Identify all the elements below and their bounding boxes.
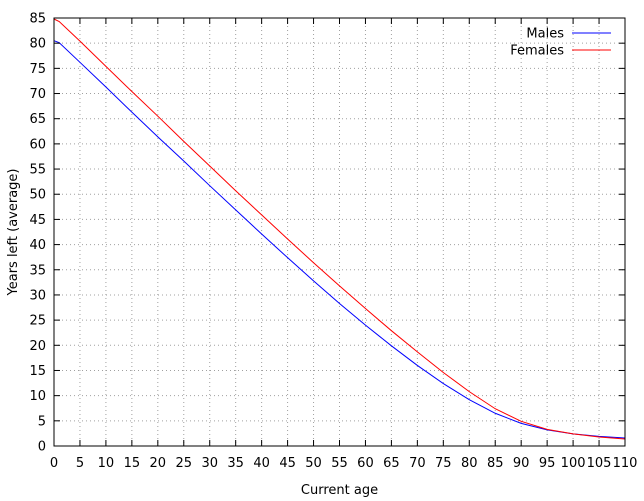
x-tick-label: 80	[461, 456, 478, 471]
y-tick-label: 60	[29, 137, 46, 152]
y-tick-label: 45	[29, 213, 46, 228]
x-tick-label: 95	[539, 456, 556, 471]
legend-label-males: Males	[526, 27, 564, 42]
x-tick-label: 90	[513, 456, 530, 471]
y-tick-label: 25	[29, 314, 46, 329]
x-tick-label: 105	[587, 456, 612, 471]
series-lines	[53, 18, 626, 440]
x-tick-label: 70	[409, 456, 426, 471]
y-tick-label: 85	[29, 12, 46, 27]
y-tick-label: 0	[38, 440, 46, 455]
grid	[54, 18, 625, 446]
y-axis-label: Years left (average)	[6, 169, 21, 297]
x-tick-label: 25	[175, 456, 192, 471]
x-tick-label: 40	[253, 456, 270, 471]
x-tick-label: 65	[383, 456, 400, 471]
y-tick-label: 75	[29, 62, 46, 77]
y-tick-label: 50	[29, 188, 46, 203]
x-tick-label: 5	[76, 456, 84, 471]
x-tick-label: 35	[227, 456, 244, 471]
x-tick-label: 110	[613, 456, 638, 471]
x-tick-label: 60	[357, 456, 374, 471]
legend-label-females: Females	[510, 44, 564, 59]
x-tick-label: 100	[561, 456, 586, 471]
series-line-males	[53, 40, 626, 439]
y-tick-label: 15	[29, 364, 46, 379]
x-tick-label: 45	[279, 456, 296, 471]
y-tick-label: 30	[29, 288, 46, 303]
y-tick-label: 55	[29, 163, 46, 178]
legend: Males Females	[510, 27, 611, 59]
y-tick-label: 35	[29, 263, 46, 278]
x-tick-label: 15	[124, 456, 141, 471]
y-tick-label: 40	[29, 238, 46, 253]
x-tick-label: 75	[435, 456, 452, 471]
y-tick-label: 80	[29, 37, 46, 52]
x-tick-label: 0	[50, 456, 58, 471]
y-tick-label: 10	[29, 389, 46, 404]
x-tick-label: 20	[150, 456, 167, 471]
x-tick-label: 85	[487, 456, 504, 471]
y-tick-label: 5	[38, 414, 46, 429]
x-tick-label: 55	[331, 456, 348, 471]
x-tick-label: 10	[98, 456, 115, 471]
y-tick-label: 20	[29, 339, 46, 354]
series-line-females	[53, 18, 626, 440]
x-tick-label: 50	[305, 456, 322, 471]
x-axis-label: Current age	[301, 483, 378, 498]
y-tick-label: 65	[29, 112, 46, 127]
axis-ticks: 0 5 10 15 20 25 30 35 40 45 50 55 60 65 70 75 80 85 90 95 10…	[29, 12, 637, 472]
x-tick-label: 30	[201, 456, 218, 471]
y-tick-label: 70	[29, 87, 46, 102]
